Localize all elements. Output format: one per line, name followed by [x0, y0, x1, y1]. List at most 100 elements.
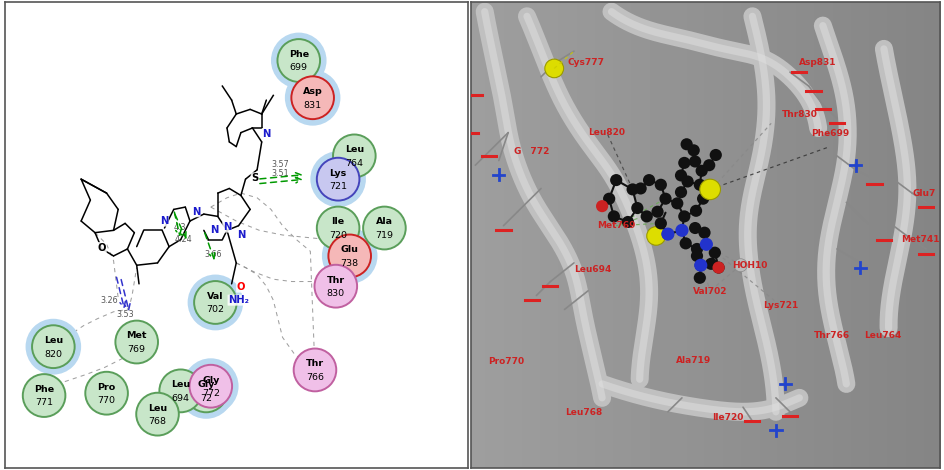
- Circle shape: [316, 158, 359, 201]
- Circle shape: [640, 211, 652, 222]
- Text: Asp831: Asp831: [799, 58, 836, 67]
- Text: O: O: [97, 243, 106, 252]
- Circle shape: [659, 193, 671, 205]
- Circle shape: [316, 207, 359, 250]
- Text: Asp: Asp: [302, 87, 322, 96]
- Text: Lys721: Lys721: [762, 301, 798, 310]
- Text: 699: 699: [290, 63, 308, 72]
- Circle shape: [670, 197, 683, 210]
- Text: Ile720: Ile720: [712, 413, 743, 422]
- Circle shape: [621, 216, 633, 228]
- Text: 770: 770: [97, 396, 115, 405]
- Text: Thr: Thr: [306, 360, 324, 368]
- Text: N: N: [160, 216, 168, 226]
- Text: 702: 702: [206, 306, 224, 314]
- Circle shape: [697, 193, 708, 205]
- Circle shape: [291, 76, 333, 119]
- Text: 719: 719: [375, 231, 393, 240]
- Circle shape: [680, 138, 692, 150]
- Circle shape: [278, 39, 320, 82]
- Circle shape: [708, 247, 720, 258]
- Text: Val: Val: [207, 292, 224, 301]
- Circle shape: [310, 151, 365, 207]
- Circle shape: [545, 59, 563, 78]
- Circle shape: [675, 224, 688, 237]
- Circle shape: [188, 274, 243, 330]
- Text: Glu: Glu: [341, 245, 359, 254]
- Text: Leu: Leu: [171, 380, 190, 389]
- Text: 3.53: 3.53: [116, 310, 134, 319]
- Circle shape: [602, 193, 615, 205]
- Circle shape: [294, 349, 336, 392]
- Text: Thr830: Thr830: [781, 110, 817, 119]
- Circle shape: [642, 174, 654, 186]
- Text: 768: 768: [148, 417, 166, 426]
- Text: O: O: [236, 282, 244, 292]
- Circle shape: [650, 206, 663, 218]
- Circle shape: [85, 372, 127, 415]
- Circle shape: [693, 272, 705, 284]
- Circle shape: [314, 265, 357, 307]
- Circle shape: [702, 159, 715, 171]
- Circle shape: [654, 217, 666, 229]
- Circle shape: [661, 228, 673, 240]
- Circle shape: [674, 186, 686, 198]
- Text: Met769: Met769: [597, 221, 634, 230]
- Text: Leu: Leu: [345, 145, 363, 154]
- Text: 3.51: 3.51: [271, 169, 289, 178]
- Text: Thr: Thr: [327, 275, 345, 285]
- Text: N: N: [236, 230, 244, 240]
- Text: Met741: Met741: [901, 235, 938, 244]
- Circle shape: [681, 175, 693, 188]
- Text: 694: 694: [172, 394, 190, 403]
- Text: Pro770: Pro770: [487, 357, 523, 366]
- Text: Thr766: Thr766: [814, 330, 850, 339]
- Circle shape: [661, 227, 674, 241]
- Text: 720: 720: [329, 231, 346, 240]
- Circle shape: [709, 149, 721, 161]
- Text: Glu7: Glu7: [911, 188, 935, 197]
- Circle shape: [688, 222, 700, 234]
- Text: Lys: Lys: [329, 169, 346, 178]
- Text: 72: 72: [200, 394, 211, 403]
- Circle shape: [700, 238, 712, 251]
- Circle shape: [596, 200, 608, 212]
- Text: HOH10: HOH10: [732, 261, 767, 270]
- Circle shape: [178, 363, 234, 419]
- Text: 3.57: 3.57: [271, 160, 289, 169]
- Text: 830: 830: [327, 289, 345, 298]
- Circle shape: [700, 179, 719, 200]
- Circle shape: [674, 169, 686, 181]
- Circle shape: [185, 369, 228, 412]
- Text: 3.26: 3.26: [100, 296, 118, 305]
- Circle shape: [733, 258, 747, 272]
- Text: G 772: G 772: [514, 147, 548, 156]
- Circle shape: [332, 134, 375, 177]
- Text: Leu: Leu: [43, 336, 63, 345]
- Circle shape: [698, 227, 710, 239]
- Circle shape: [322, 228, 377, 284]
- Circle shape: [633, 182, 646, 195]
- Circle shape: [694, 259, 706, 271]
- Circle shape: [693, 179, 705, 191]
- Circle shape: [136, 393, 178, 436]
- Text: Ile: Ile: [331, 218, 345, 227]
- Text: S: S: [251, 173, 258, 183]
- Text: Leu820: Leu820: [588, 128, 625, 137]
- Text: Ala719: Ala719: [675, 356, 711, 365]
- Circle shape: [610, 174, 622, 186]
- Text: Leu694: Leu694: [573, 266, 611, 274]
- Text: 769: 769: [127, 345, 145, 354]
- Circle shape: [712, 261, 724, 274]
- Circle shape: [183, 358, 238, 414]
- Text: Gly: Gly: [197, 380, 214, 389]
- Circle shape: [160, 369, 202, 412]
- Circle shape: [626, 183, 638, 196]
- Text: 820: 820: [44, 350, 62, 359]
- Text: Phe: Phe: [289, 50, 309, 59]
- Text: N: N: [210, 225, 218, 235]
- Circle shape: [687, 144, 700, 157]
- Text: 4.3: 4.3: [174, 223, 186, 232]
- Text: 764: 764: [345, 159, 362, 168]
- Circle shape: [678, 157, 690, 169]
